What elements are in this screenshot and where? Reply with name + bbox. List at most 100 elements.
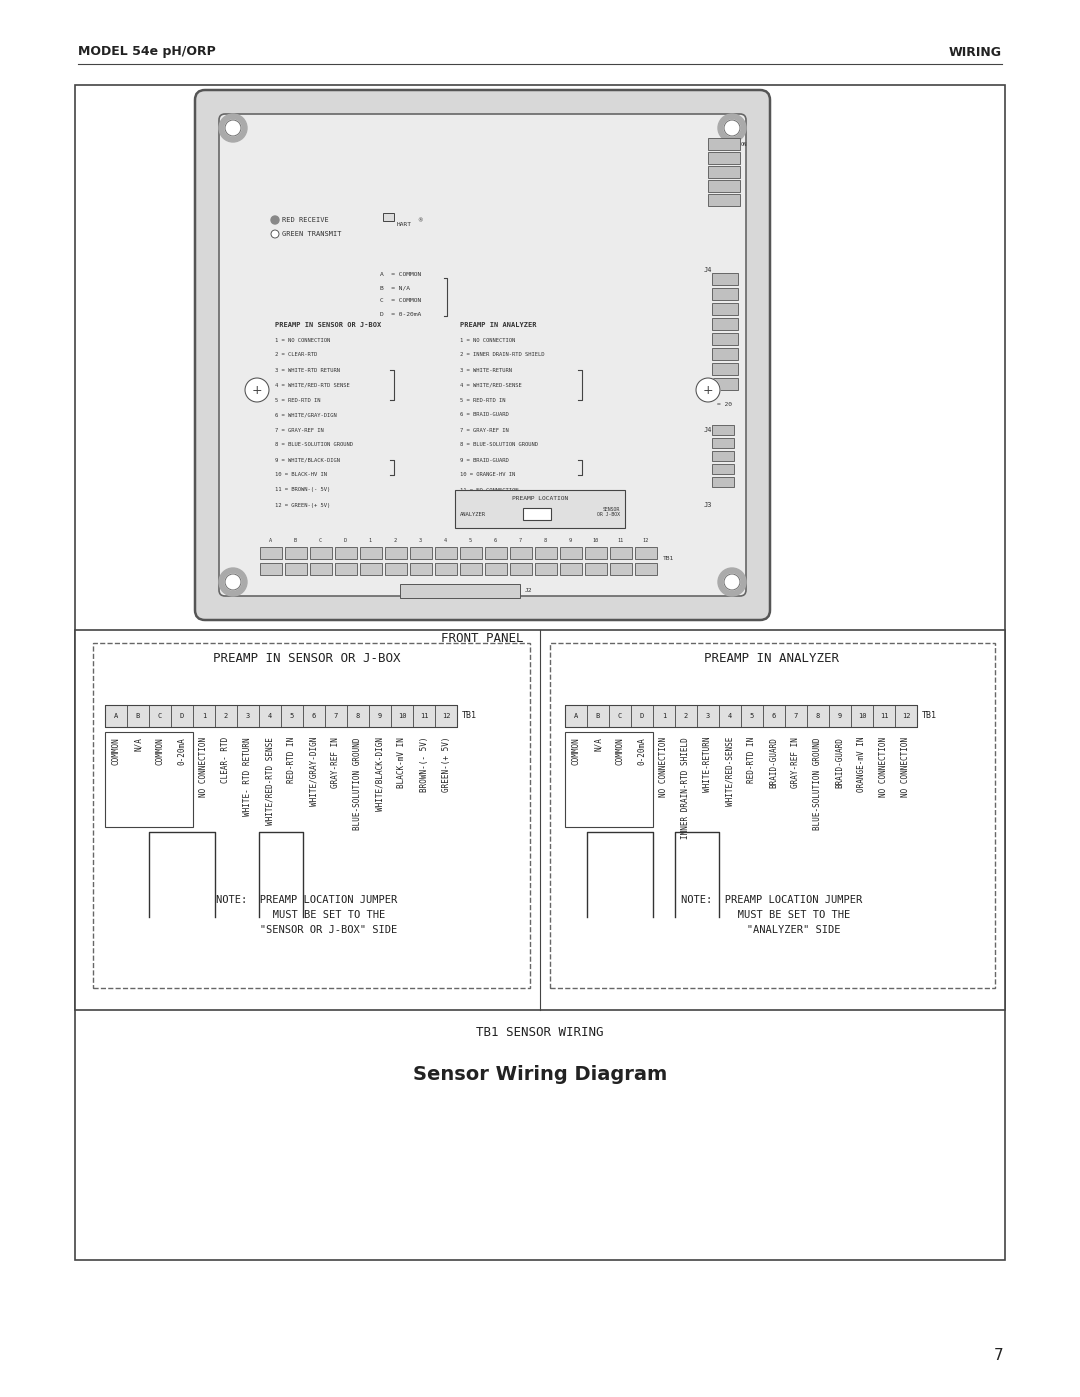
- Text: 9 = BRAID-GUARD: 9 = BRAID-GUARD: [460, 457, 509, 462]
- Bar: [93, 643, 530, 988]
- Text: GRAY-REF IN: GRAY-REF IN: [332, 738, 340, 788]
- Bar: [565, 732, 653, 827]
- Bar: [360, 548, 382, 559]
- Bar: [400, 584, 519, 598]
- Text: INNER DRAIN-RTD SHIELD: INNER DRAIN-RTD SHIELD: [681, 738, 690, 838]
- Text: RED-RTD IN: RED-RTD IN: [287, 738, 297, 784]
- Text: GREEN TRANSMIT: GREEN TRANSMIT: [282, 231, 341, 237]
- Bar: [75, 630, 1005, 1010]
- Text: BRAID-GUARD: BRAID-GUARD: [769, 738, 779, 788]
- Text: D: D: [639, 712, 644, 719]
- Text: WHITE/RED-RTD SENSE: WHITE/RED-RTD SENSE: [266, 738, 274, 824]
- Bar: [523, 509, 551, 520]
- Text: J4: J4: [704, 427, 713, 433]
- Bar: [485, 548, 507, 559]
- Text: COMMON: COMMON: [616, 738, 624, 764]
- FancyBboxPatch shape: [195, 89, 770, 620]
- Text: 0-20mA: 0-20mA: [637, 738, 647, 764]
- Text: 5: 5: [750, 712, 754, 719]
- Text: Sensor Wiring Diagram: Sensor Wiring Diagram: [413, 1066, 667, 1084]
- Text: 8 = BLUE-SOLUTION GROUND: 8 = BLUE-SOLUTION GROUND: [275, 443, 353, 447]
- Text: PREAMP IN ANALYZER: PREAMP IN ANALYZER: [704, 651, 839, 665]
- Bar: [383, 212, 394, 221]
- Text: 5 = RED-RTD IN: 5 = RED-RTD IN: [460, 398, 505, 402]
- Text: 2 = CLEAR-RTD: 2 = CLEAR-RTD: [275, 352, 318, 358]
- Text: 7: 7: [518, 538, 522, 542]
- Text: N/A: N/A: [594, 738, 603, 750]
- Text: 0-20mA: 0-20mA: [177, 738, 187, 764]
- Text: 11: 11: [617, 538, 623, 542]
- Text: D: D: [180, 712, 184, 719]
- Bar: [535, 563, 557, 576]
- Bar: [610, 548, 632, 559]
- Text: 1: 1: [662, 712, 666, 719]
- Text: N/A: N/A: [134, 738, 143, 750]
- Text: 6 = WHITE/GRAY-DIGN: 6 = WHITE/GRAY-DIGN: [275, 412, 337, 418]
- Text: MODEL 54e pH/ORP: MODEL 54e pH/ORP: [78, 46, 216, 59]
- Bar: [410, 563, 432, 576]
- Bar: [510, 563, 532, 576]
- Circle shape: [225, 120, 241, 136]
- Circle shape: [245, 379, 269, 402]
- Text: 5 = RED-RTD IN: 5 = RED-RTD IN: [275, 398, 321, 402]
- Text: 2: 2: [684, 712, 688, 719]
- Bar: [335, 548, 357, 559]
- Bar: [712, 464, 734, 474]
- Text: +: +: [703, 384, 713, 397]
- Text: B: B: [596, 712, 600, 719]
- Bar: [712, 379, 738, 390]
- Bar: [435, 548, 457, 559]
- Bar: [712, 451, 734, 461]
- Text: 9: 9: [838, 712, 842, 719]
- Circle shape: [271, 217, 279, 224]
- Text: PREAMP LOCATION: PREAMP LOCATION: [512, 496, 568, 500]
- Text: 10: 10: [592, 538, 598, 542]
- Text: TB1: TB1: [922, 711, 937, 721]
- Bar: [75, 85, 1005, 1260]
- Bar: [285, 548, 307, 559]
- Bar: [485, 563, 507, 576]
- Text: B: B: [294, 538, 297, 542]
- Text: B  = N/A: B = N/A: [380, 285, 410, 291]
- Text: 4: 4: [268, 712, 272, 719]
- Text: 2 = INNER DRAIN-RTD SHIELD: 2 = INNER DRAIN-RTD SHIELD: [460, 352, 544, 358]
- FancyBboxPatch shape: [219, 115, 746, 597]
- Bar: [708, 180, 740, 191]
- Bar: [708, 138, 740, 149]
- Text: 9: 9: [568, 538, 571, 542]
- Text: WHITE/RED-SENSE: WHITE/RED-SENSE: [726, 738, 734, 806]
- Text: TB1 SENSOR WIRING: TB1 SENSOR WIRING: [476, 1025, 604, 1038]
- Text: NO CONNECTION: NO CONNECTION: [902, 738, 910, 798]
- Text: A: A: [573, 712, 578, 719]
- Bar: [635, 563, 657, 576]
- Text: 10: 10: [858, 712, 866, 719]
- Text: 12 = NO CONNECTION: 12 = NO CONNECTION: [460, 503, 518, 507]
- Text: COMMON: COMMON: [156, 738, 164, 764]
- Text: 11: 11: [880, 712, 888, 719]
- Text: WHITE/GRAY-DIGN: WHITE/GRAY-DIGN: [310, 738, 319, 806]
- Text: 4 = WHITE/RED-SENSE: 4 = WHITE/RED-SENSE: [460, 383, 522, 387]
- Circle shape: [225, 574, 241, 590]
- Bar: [384, 548, 407, 559]
- Text: TB1: TB1: [663, 556, 674, 560]
- Bar: [708, 166, 740, 177]
- Text: 12: 12: [642, 538, 648, 542]
- Text: A  = COMMON: A = COMMON: [380, 272, 421, 278]
- Text: PREAMP IN ANALYZER: PREAMP IN ANALYZER: [460, 321, 537, 328]
- Text: ®: ®: [417, 218, 422, 224]
- Bar: [635, 548, 657, 559]
- Text: PREAMP IN SENSOR OR J-BOX: PREAMP IN SENSOR OR J-BOX: [275, 321, 381, 328]
- Bar: [712, 348, 738, 360]
- Text: NO CONNECTION: NO CONNECTION: [879, 738, 889, 798]
- Bar: [260, 563, 282, 576]
- Text: 7: 7: [334, 712, 338, 719]
- Text: BLACK-mV IN: BLACK-mV IN: [397, 738, 406, 788]
- Text: BRAID-GUARD: BRAID-GUARD: [836, 738, 845, 788]
- Text: CLEAR- RTD: CLEAR- RTD: [221, 738, 230, 784]
- Text: 5: 5: [289, 712, 294, 719]
- Circle shape: [696, 379, 720, 402]
- Text: 3 = WHITE-RTD RETURN: 3 = WHITE-RTD RETURN: [275, 367, 340, 373]
- Text: 5: 5: [469, 538, 472, 542]
- Text: 7: 7: [794, 712, 798, 719]
- Text: RED RECEIVE: RED RECEIVE: [282, 217, 328, 224]
